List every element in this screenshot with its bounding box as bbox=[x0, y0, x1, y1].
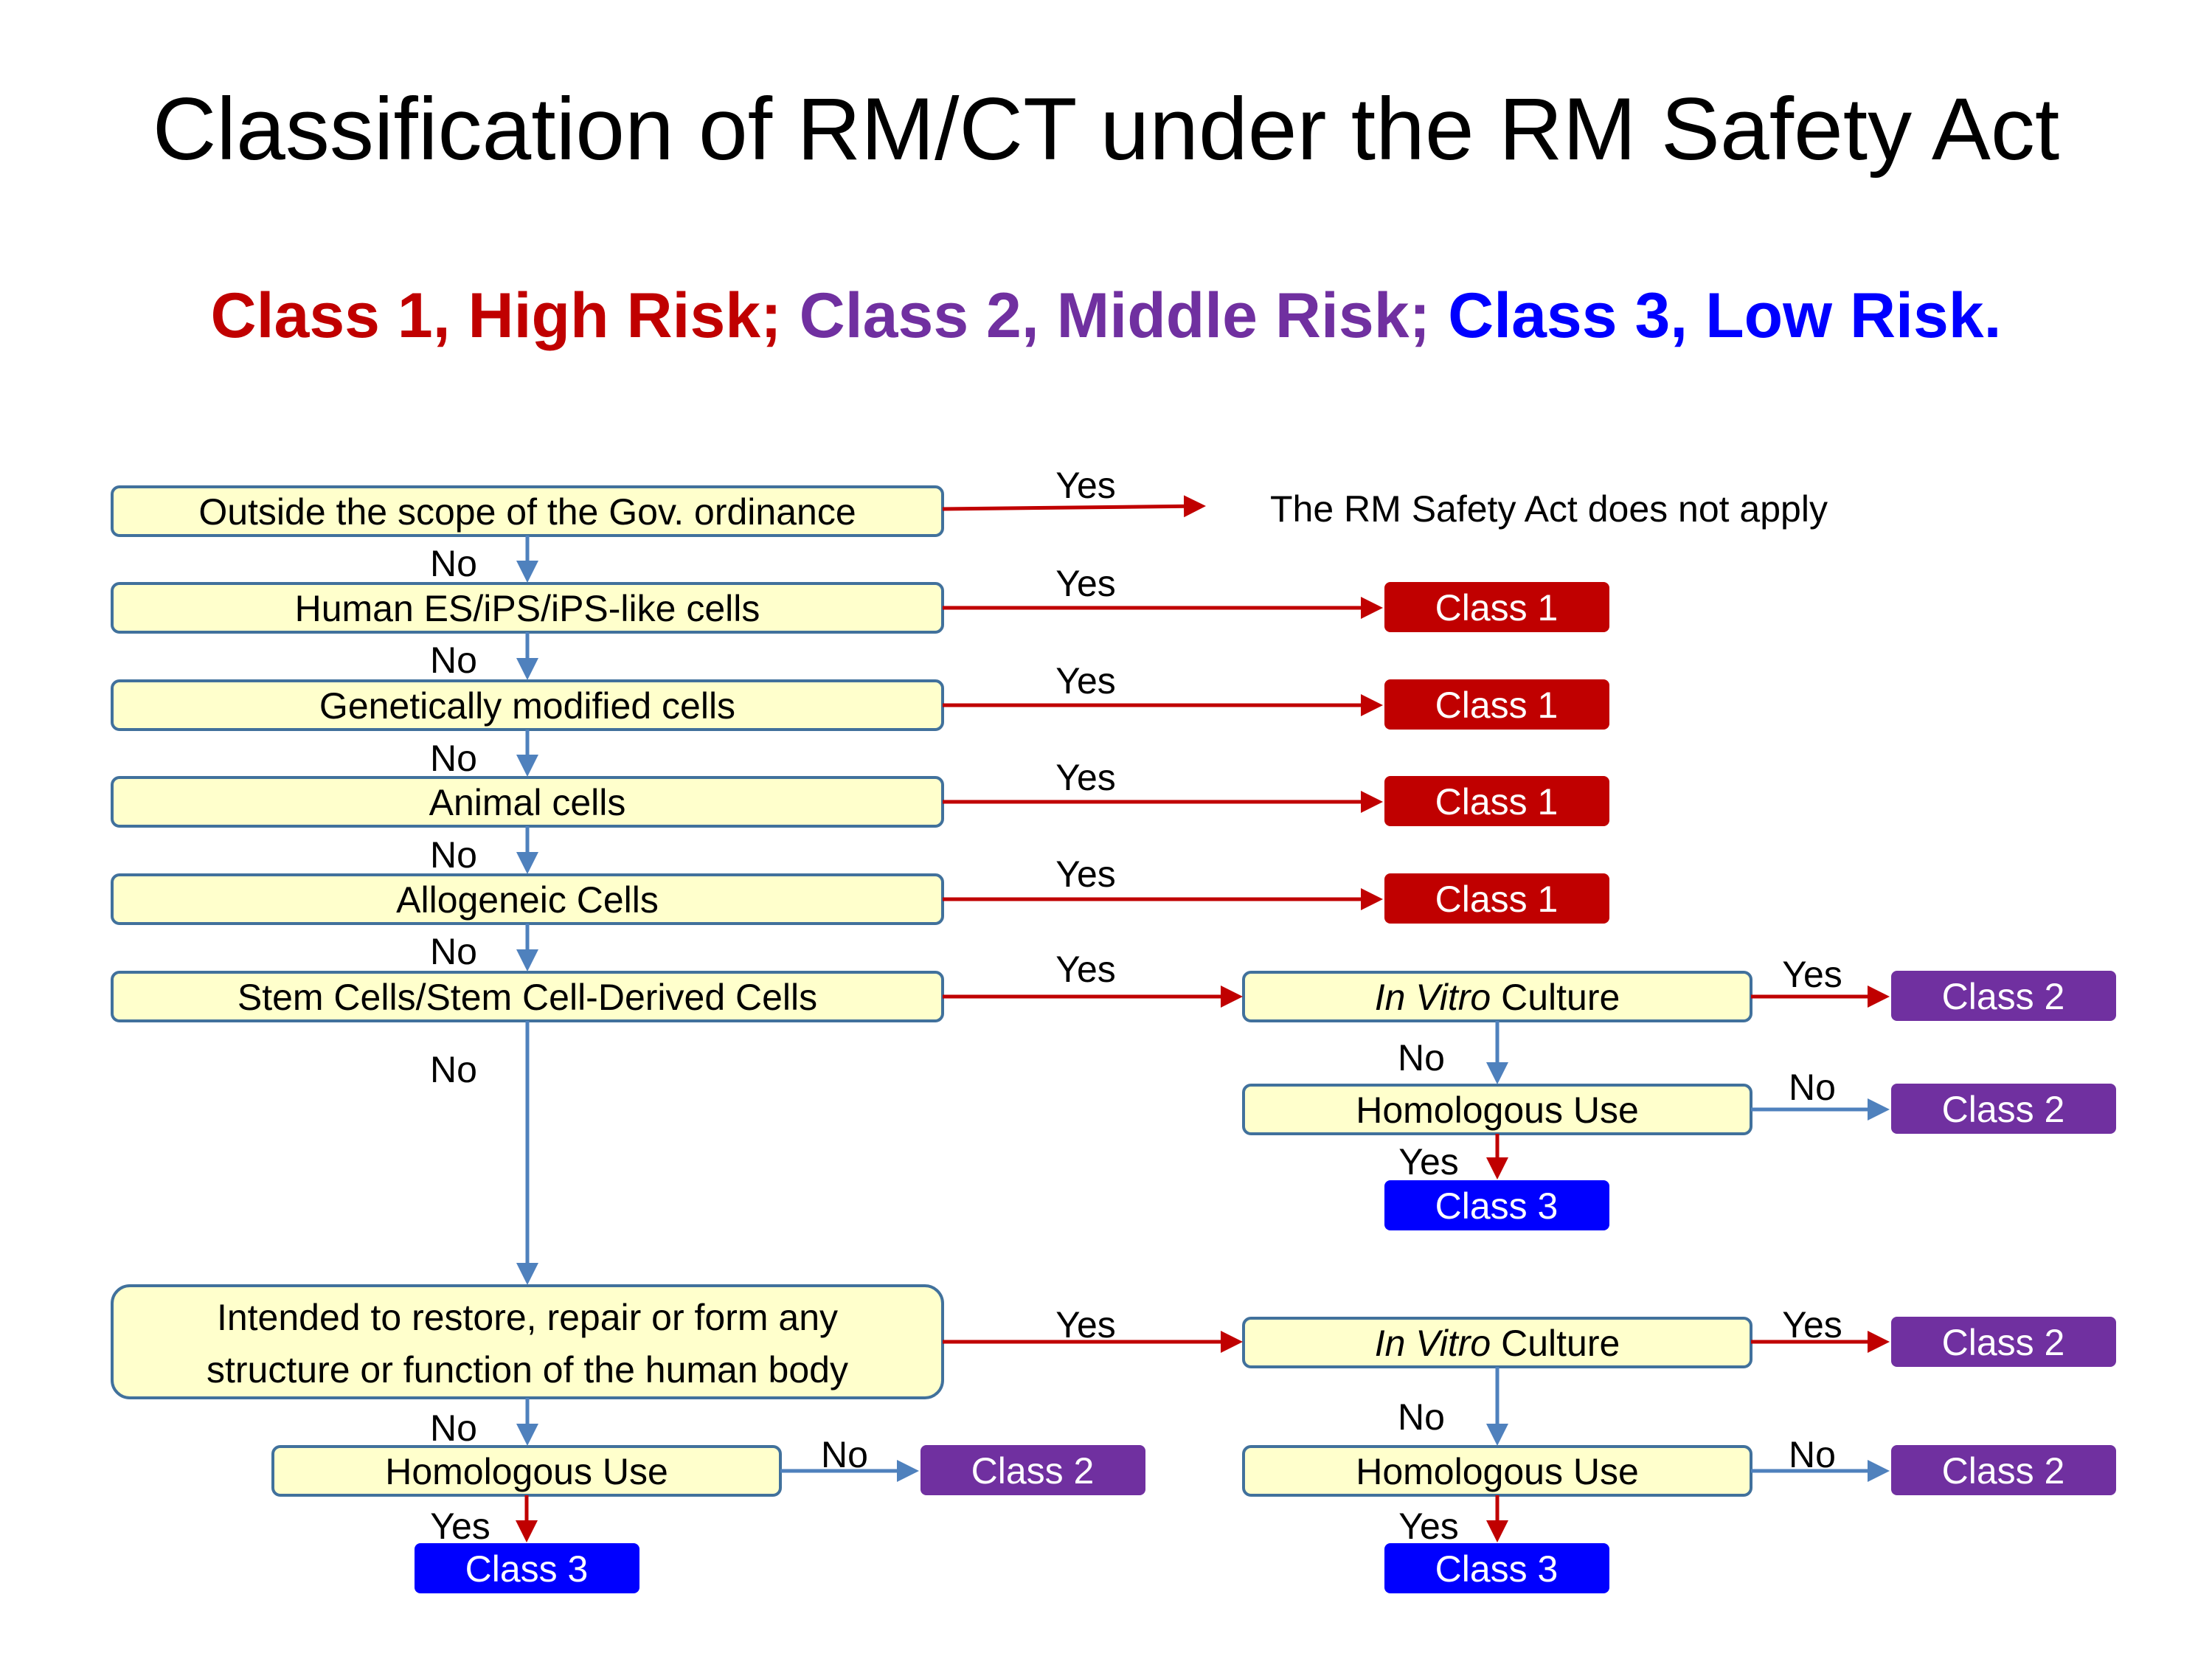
svg-text:In Vitro Culture: In Vitro Culture bbox=[1375, 1323, 1620, 1364]
yes-label-homologous-upper: Yes bbox=[1398, 1141, 1459, 1182]
result-class2-in-vitro-lower-label: Class 2 bbox=[1942, 1322, 2065, 1363]
no-label-q4: No bbox=[430, 834, 477, 876]
decision-in-vitro-culture-lower: In Vitro Culture bbox=[1242, 1317, 1752, 1368]
decision-human-es-ips: Human ES/iPS/iPS-like cells bbox=[111, 582, 944, 634]
result-class2-in-vitro-upper-label: Class 2 bbox=[1942, 976, 2065, 1017]
yes-label-in-vitro-upper: Yes bbox=[1782, 954, 1842, 995]
result-class1-gm-label: Class 1 bbox=[1435, 685, 1559, 726]
result-class3-left: Class 3 bbox=[415, 1543, 639, 1593]
yes-label-q2: Yes bbox=[1055, 563, 1116, 604]
yes-label-homologous-left: Yes bbox=[430, 1506, 490, 1547]
result-class2-homologous-left: Class 2 bbox=[920, 1445, 1145, 1495]
result-class1-allogeneic-label: Class 1 bbox=[1435, 879, 1559, 920]
decision-allogeneic-cells-label: Allogeneic Cells bbox=[396, 879, 659, 921]
no-label-homologous-upper: No bbox=[1789, 1067, 1836, 1108]
result-class2-in-vitro-lower: Class 2 bbox=[1891, 1317, 2116, 1367]
legend-class2: Class 2, Middle Risk; bbox=[799, 280, 1431, 351]
no-label-q7: No bbox=[430, 1407, 477, 1449]
homologous-use-lower-label: Homologous Use bbox=[1356, 1451, 1639, 1492]
decision-stem-cells: Stem Cells/Stem Cell-Derived Cells bbox=[111, 971, 944, 1022]
decision-outside-scope-label: Outside the scope of the Gov. ordinance bbox=[198, 491, 856, 533]
risk-legend: Class 1, High Risk; Class 2, Middle Risk… bbox=[0, 284, 2212, 347]
yes-label-q7: Yes bbox=[1055, 1304, 1116, 1345]
decision-human-es-ips-label: Human ES/iPS/iPS-like cells bbox=[295, 588, 760, 629]
result-class2-homologous-left-label: Class 2 bbox=[971, 1450, 1095, 1492]
yes-label-q5: Yes bbox=[1055, 853, 1116, 895]
no-label-homologous-left: No bbox=[821, 1434, 868, 1475]
legend-class1: Class 1, High Risk; bbox=[210, 280, 782, 351]
no-label-in-vitro-upper: No bbox=[1398, 1037, 1445, 1078]
no-label-homologous-lower: No bbox=[1789, 1434, 1836, 1475]
no-label-q6: No bbox=[430, 1049, 477, 1090]
decision-intended-line1: Intended to restore, repair or form any bbox=[217, 1297, 838, 1338]
yes-arrow-q1 bbox=[942, 495, 1206, 518]
result-class3-upper: Class 3 bbox=[1384, 1180, 1609, 1230]
yes-label-q4: Yes bbox=[1055, 757, 1116, 798]
result-class1-animal-label: Class 1 bbox=[1435, 781, 1559, 822]
result-class3-lower-label: Class 3 bbox=[1435, 1548, 1559, 1590]
no-label-q2: No bbox=[430, 640, 477, 681]
decision-homologous-use-lower: Homologous Use bbox=[1242, 1445, 1752, 1497]
homologous-use-upper-label: Homologous Use bbox=[1356, 1090, 1639, 1131]
result-class3-lower: Class 3 bbox=[1384, 1543, 1609, 1593]
result-class2-homologous-upper-label: Class 2 bbox=[1942, 1089, 2065, 1130]
not-apply-note: The RM Safety Act does not apply bbox=[1270, 488, 1828, 530]
no-label-q1: No bbox=[430, 543, 477, 584]
page-title: Classification of RM/CT under the RM Saf… bbox=[152, 80, 2060, 179]
no-label-in-vitro-lower: No bbox=[1398, 1396, 1445, 1438]
yes-label-in-vitro-lower: Yes bbox=[1782, 1304, 1842, 1345]
result-class1-human-es: Class 1 bbox=[1384, 582, 1609, 632]
decision-homologous-use-left: Homologous Use bbox=[271, 1445, 782, 1497]
decision-homologous-use-upper: Homologous Use bbox=[1242, 1084, 1752, 1135]
result-class1-genetically-modified: Class 1 bbox=[1384, 679, 1609, 730]
result-class2-in-vitro-upper: Class 2 bbox=[1891, 971, 2116, 1021]
yes-label-homologous-lower: Yes bbox=[1398, 1506, 1459, 1547]
yes-label-q6: Yes bbox=[1055, 949, 1116, 990]
homologous-use-left-label: Homologous Use bbox=[385, 1451, 668, 1492]
result-class1-allogeneic: Class 1 bbox=[1384, 873, 1609, 924]
result-class1-human-es-label: Class 1 bbox=[1435, 587, 1559, 628]
decision-intended-line2: structure or function of the human body bbox=[207, 1349, 848, 1390]
result-class3-upper-label: Class 3 bbox=[1435, 1185, 1559, 1227]
svg-text:In Vitro Culture: In Vitro Culture bbox=[1375, 977, 1620, 1018]
no-label-q5: No bbox=[430, 931, 477, 972]
decision-animal-cells-label: Animal cells bbox=[429, 782, 626, 823]
legend-class3: Class 3, Low Risk. bbox=[1448, 280, 2002, 351]
decision-genetically-modified-label: Genetically modified cells bbox=[319, 685, 735, 727]
decision-in-vitro-culture-upper: In Vitro Culture bbox=[1242, 971, 1752, 1022]
in-vitro-lower-rest: Culture bbox=[1491, 1323, 1620, 1364]
result-class3-left-label: Class 3 bbox=[465, 1548, 589, 1590]
decision-genetically-modified: Genetically modified cells bbox=[111, 679, 944, 731]
no-label-q3: No bbox=[430, 738, 477, 779]
decision-allogeneic-cells: Allogeneic Cells bbox=[111, 873, 944, 925]
decision-intended-to-restore: Intended to restore, repair or form any … bbox=[111, 1284, 944, 1399]
decision-outside-scope: Outside the scope of the Gov. ordinance bbox=[111, 485, 944, 537]
yes-label-q1: Yes bbox=[1055, 465, 1116, 506]
yes-label-q3: Yes bbox=[1055, 660, 1116, 702]
result-class2-homologous-lower: Class 2 bbox=[1891, 1445, 2116, 1495]
decision-animal-cells: Animal cells bbox=[111, 776, 944, 828]
in-vitro-upper-italic: In Vitro bbox=[1375, 977, 1491, 1018]
in-vitro-upper-rest: Culture bbox=[1491, 977, 1620, 1018]
decision-stem-cells-label: Stem Cells/Stem Cell-Derived Cells bbox=[238, 977, 817, 1018]
in-vitro-lower-italic: In Vitro bbox=[1375, 1323, 1491, 1364]
result-class2-homologous-upper: Class 2 bbox=[1891, 1084, 2116, 1134]
result-class1-animal: Class 1 bbox=[1384, 776, 1609, 826]
result-class2-homologous-lower-label: Class 2 bbox=[1942, 1450, 2065, 1492]
